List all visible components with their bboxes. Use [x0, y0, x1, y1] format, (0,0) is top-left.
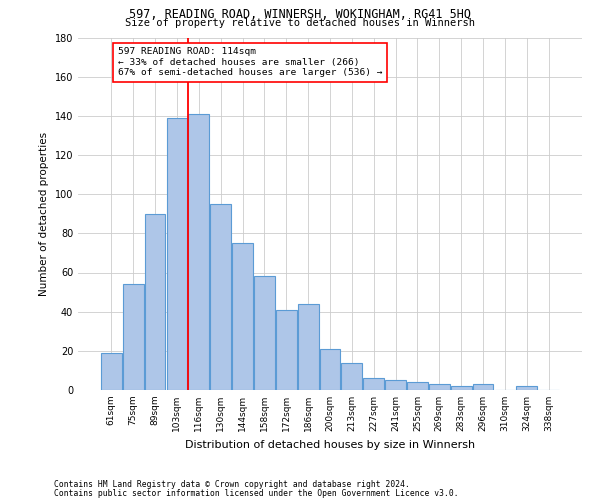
Bar — [210, 204, 231, 390]
Text: 597, READING ROAD, WINNERSH, WOKINGHAM, RG41 5HQ: 597, READING ROAD, WINNERSH, WOKINGHAM, … — [129, 8, 471, 20]
Text: Size of property relative to detached houses in Winnersh: Size of property relative to detached ho… — [125, 18, 475, 28]
X-axis label: Distribution of detached houses by size in Winnersh: Distribution of detached houses by size … — [185, 440, 475, 450]
Bar — [101, 353, 122, 390]
Bar — [341, 362, 362, 390]
Bar — [188, 114, 209, 390]
Text: Contains public sector information licensed under the Open Government Licence v3: Contains public sector information licen… — [54, 488, 458, 498]
Y-axis label: Number of detached properties: Number of detached properties — [39, 132, 49, 296]
Bar — [473, 384, 493, 390]
Bar — [517, 386, 537, 390]
Bar — [232, 243, 253, 390]
Bar — [429, 384, 450, 390]
Bar — [276, 310, 296, 390]
Bar — [320, 349, 340, 390]
Text: Contains HM Land Registry data © Crown copyright and database right 2024.: Contains HM Land Registry data © Crown c… — [54, 480, 410, 489]
Bar — [167, 118, 187, 390]
Bar — [145, 214, 166, 390]
Bar — [254, 276, 275, 390]
Bar — [385, 380, 406, 390]
Bar — [123, 284, 143, 390]
Bar — [407, 382, 428, 390]
Text: 597 READING ROAD: 114sqm
← 33% of detached houses are smaller (266)
67% of semi-: 597 READING ROAD: 114sqm ← 33% of detach… — [118, 48, 382, 77]
Bar — [364, 378, 384, 390]
Bar — [451, 386, 472, 390]
Bar — [298, 304, 319, 390]
